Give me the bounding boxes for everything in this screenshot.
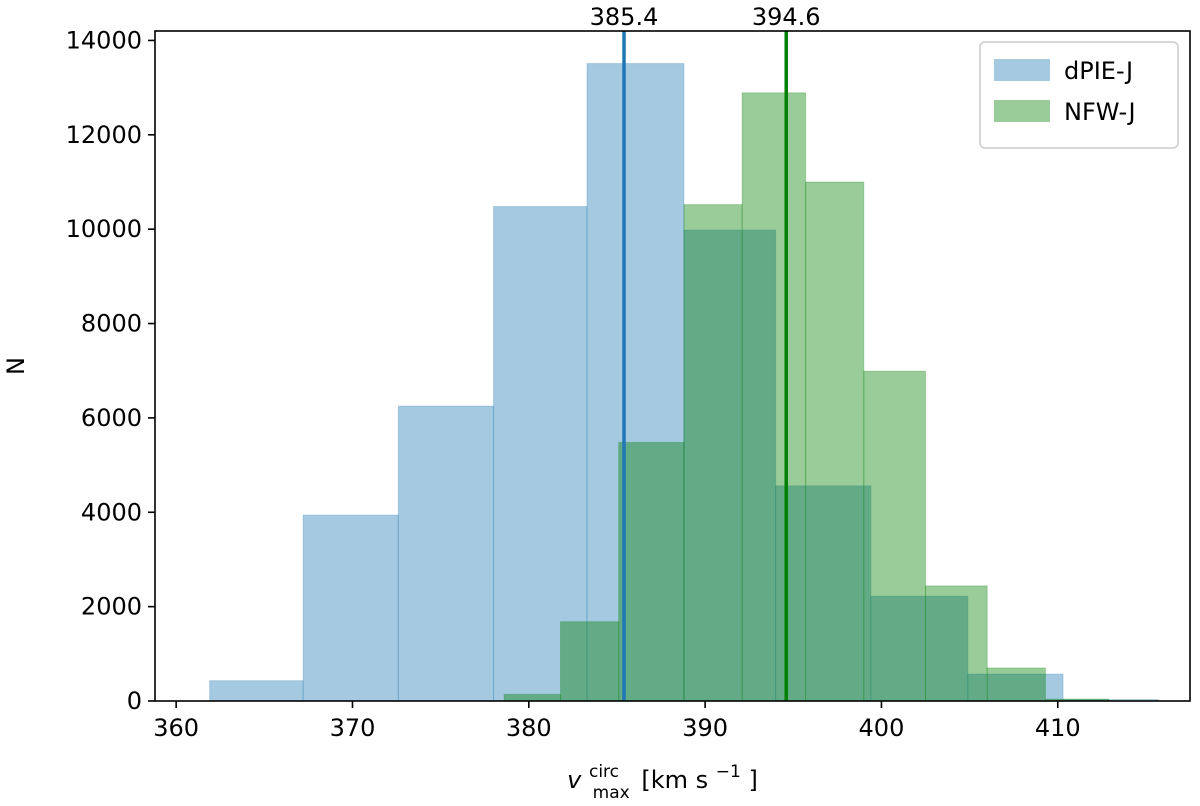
x-axis-label-unit-close: ] [748, 766, 757, 794]
bars-layer [209, 63, 1159, 702]
mean-label-dpie-j: 385.4 [590, 3, 659, 31]
x-axis-label-symbol: v [567, 766, 582, 794]
x-tick-label-410: 410 [1035, 714, 1081, 742]
bar-nfw-j-4 [741, 92, 807, 702]
series-nfw-j [503, 92, 1110, 702]
x-axis-label-subscript: max [593, 783, 630, 803]
x-tick-label-370: 370 [330, 714, 376, 742]
legend: dPIE-J NFW-J [979, 41, 1179, 149]
y-tick-label-8000: 8000 [81, 310, 142, 338]
x-tick-label-390: 390 [682, 714, 728, 742]
x-tick-label-400: 400 [859, 714, 905, 742]
bar-nfw-j-7 [925, 585, 988, 702]
y-tick-label-6000: 6000 [81, 404, 142, 432]
bar-nfw-j-3 [683, 204, 743, 702]
x-axis-label-superscript: circ [589, 762, 619, 782]
bar-nfw-j-6 [863, 370, 927, 702]
bar-nfw-j-1 [560, 621, 620, 702]
x-tick-label-360: 360 [153, 714, 199, 742]
bar-dpie-j-7 [870, 595, 969, 702]
bar-dpie-j-8 [967, 673, 1064, 702]
series-dpie-j [209, 63, 1159, 702]
bar-dpie-j-3 [493, 206, 588, 702]
legend-swatch-dpie-j [994, 59, 1050, 81]
x-tick-label-380: 380 [506, 714, 552, 742]
y-tick-label-4000: 4000 [81, 498, 142, 526]
bar-dpie-j-2 [397, 405, 495, 702]
bar-dpie-j-0 [209, 680, 304, 702]
x-axis-label-unit-exponent: −1 [716, 762, 741, 782]
legend-label-nfw-j: NFW-J [1064, 98, 1136, 126]
bar-nfw-j-2 [618, 441, 685, 702]
y-tick-label-2000: 2000 [81, 593, 142, 621]
legend-box [979, 41, 1179, 149]
ticks-layer: 360 370 380 390 400 410 0 2000 4000 6000 8000 10000… [66, 26, 1081, 742]
y-tick-label-10000: 10000 [66, 215, 142, 243]
bar-nfw-j-8 [986, 667, 1046, 702]
x-axis-label-unit: [km s [641, 766, 708, 794]
mean-label-nfw-j: 394.6 [752, 3, 821, 31]
y-tick-label-0: 0 [127, 687, 142, 715]
bar-dpie-j-4 [586, 63, 685, 702]
y-axis-label: N [2, 357, 30, 375]
x-axis-label: v circ max [km s −1 ] [567, 755, 758, 804]
mean-lines-layer: 385.4 394.6 [590, 3, 821, 701]
y-tick-label-14000: 14000 [66, 26, 142, 54]
plot-frame [154, 30, 1191, 702]
bar-dpie-j-1 [302, 514, 399, 702]
y-tick-label-12000: 12000 [66, 121, 142, 149]
bar-nfw-j-5 [805, 181, 865, 702]
legend-swatch-nfw-j [994, 100, 1050, 122]
legend-label-dpie-j: dPIE-J [1064, 57, 1133, 85]
bar-nfw-j-0 [503, 693, 562, 702]
